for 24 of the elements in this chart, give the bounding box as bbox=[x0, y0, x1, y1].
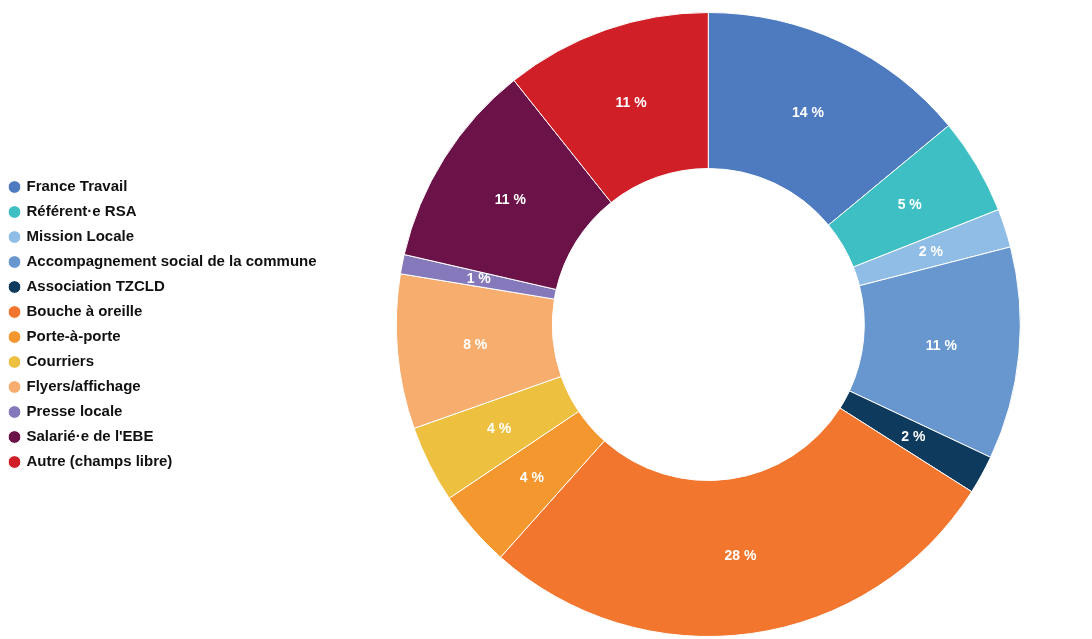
data-label: 2 % bbox=[901, 428, 926, 445]
legend-label: Mission Locale bbox=[26, 227, 135, 245]
data-label: 8 % bbox=[463, 335, 488, 352]
legend-label: France Travail bbox=[26, 177, 128, 195]
legend-label: Flyers/affichage bbox=[26, 377, 141, 395]
legend-label: Salarié·e de l'EBE bbox=[26, 427, 154, 445]
data-label: 1 % bbox=[466, 270, 492, 287]
legend-label: Accompagnement social de la commune bbox=[26, 252, 317, 270]
data-label: 4 % bbox=[519, 469, 545, 485]
data-label: 5 % bbox=[897, 196, 923, 213]
legend-label: Référent·e RSA bbox=[26, 202, 137, 220]
data-label: 11 % bbox=[494, 190, 527, 207]
legend-label: Autre (champs libre) bbox=[26, 452, 173, 470]
data-label: 4 % bbox=[487, 420, 512, 437]
data-label: 14 % bbox=[791, 103, 825, 120]
data-label: 2 % bbox=[918, 243, 944, 260]
legend-label: Porte-à-porte bbox=[26, 327, 121, 345]
data-label: 11 % bbox=[615, 94, 648, 111]
data-label: 28 % bbox=[724, 547, 758, 564]
legend-label: Bouche à oreille bbox=[26, 302, 143, 320]
legend-label: Association TZCLD bbox=[26, 277, 166, 295]
data-label: 11 % bbox=[925, 337, 958, 354]
legend-label: Presse locale bbox=[26, 402, 123, 420]
legend-label: Courriers bbox=[26, 352, 95, 370]
